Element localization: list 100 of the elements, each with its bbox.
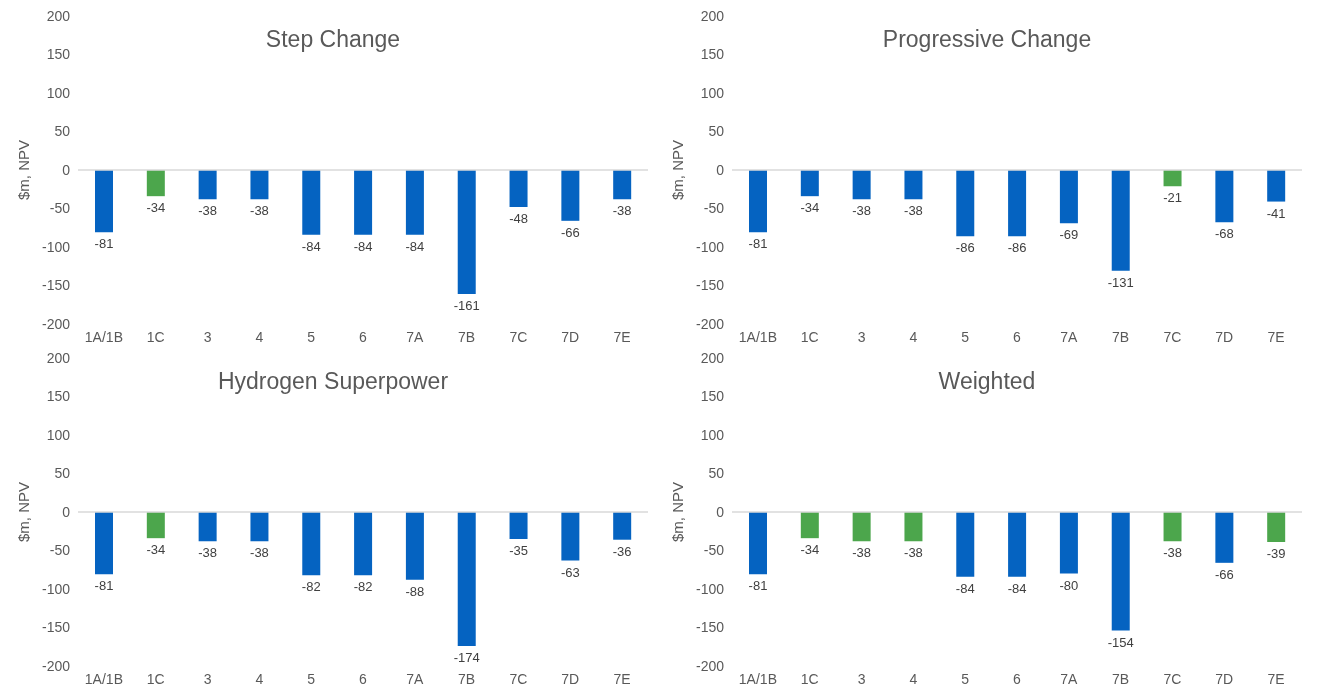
- y-tick-label: 200: [46, 349, 71, 366]
- data-label: -39: [1266, 546, 1286, 562]
- x-tick-label: 7B: [458, 670, 476, 687]
- y-tick-label: -100: [41, 580, 71, 597]
- data-label: -35: [509, 542, 528, 558]
- data-label: -34: [800, 200, 820, 216]
- y-tick-label: 50: [54, 465, 71, 482]
- y-tick-label: 100: [700, 426, 725, 443]
- data-label: -38: [250, 545, 269, 561]
- data-label: -38: [1163, 545, 1182, 561]
- x-tick-label: 7D: [1215, 328, 1234, 345]
- data-label: -81: [748, 578, 768, 594]
- x-tick-label: 7C: [1163, 328, 1182, 345]
- x-tick-label: 3: [203, 328, 212, 345]
- data-label: -86: [1007, 240, 1027, 256]
- y-tick-label: 200: [700, 349, 725, 366]
- x-tick-label: 5: [307, 670, 316, 687]
- data-label: -38: [852, 545, 872, 561]
- x-tick-label: 5: [307, 328, 316, 345]
- y-tick-label: 0: [62, 503, 71, 520]
- y-tick-label: -200: [41, 657, 71, 674]
- data-label: -69: [1059, 227, 1079, 243]
- x-tick-label: 7C: [1163, 670, 1182, 687]
- data-label: -34: [800, 542, 820, 558]
- y-tick-label: -50: [703, 200, 725, 217]
- data-label: -38: [612, 203, 632, 219]
- y-axis-title: $m, NPV: [15, 481, 33, 543]
- x-tick-label: 6: [359, 328, 368, 345]
- y-tick-label: 200: [46, 7, 71, 24]
- data-label: -161: [453, 297, 480, 313]
- y-axis-title: $m, NPV: [15, 139, 33, 201]
- text: Progressive Change: [882, 26, 1092, 52]
- data-label: -36: [612, 543, 632, 559]
- x-tick-label: 5: [961, 328, 970, 345]
- x-tick-label: 7C: [509, 670, 528, 687]
- data-label: -66: [1214, 566, 1234, 582]
- data-label: -81: [748, 236, 768, 252]
- y-tick-label: 100: [700, 84, 725, 101]
- y-tick-label: 0: [716, 161, 725, 178]
- x-tick-label: 7B: [1112, 328, 1130, 345]
- y-tick-label: -100: [695, 580, 725, 597]
- y-tick-label: 50: [708, 123, 725, 140]
- x-tick-label: 1C: [800, 328, 819, 345]
- x-tick-label: 1C: [146, 328, 165, 345]
- y-tick-label: -150: [41, 277, 71, 294]
- x-tick-label: 7D: [1215, 670, 1234, 687]
- data-label: -68: [1214, 226, 1234, 242]
- y-tick-label: 150: [46, 388, 71, 405]
- x-tick-label: 3: [857, 328, 866, 345]
- y-tick-label: 150: [700, 46, 725, 63]
- data-label: -81: [94, 578, 114, 594]
- x-tick-label: 7B: [458, 328, 476, 345]
- x-tick-label: 3: [203, 670, 212, 687]
- x-tick-label: 1A/1B: [738, 670, 777, 687]
- x-tick-label: 5: [961, 670, 970, 687]
- y-axis-title: $m, NPV: [669, 481, 687, 543]
- data-label: -38: [198, 203, 218, 219]
- x-tick-label: 6: [1013, 328, 1022, 345]
- data-label: -88: [405, 583, 425, 599]
- y-tick-label: 200: [700, 7, 725, 24]
- x-tick-label: 7A: [1060, 328, 1079, 345]
- data-label: -84: [955, 580, 975, 596]
- data-label: -66: [560, 224, 580, 240]
- text: Step Change: [265, 26, 401, 52]
- y-tick-label: 150: [700, 388, 725, 405]
- x-tick-label: 1A/1B: [84, 328, 123, 345]
- data-label: -131: [1107, 274, 1134, 290]
- y-tick-label: -100: [695, 238, 725, 255]
- x-tick-label: 1C: [800, 670, 819, 687]
- x-tick-label: 7A: [406, 328, 425, 345]
- data-label: -82: [301, 579, 321, 595]
- y-tick-label: 150: [46, 46, 71, 63]
- y-tick-label: 0: [62, 161, 71, 178]
- y-tick-label: -50: [703, 542, 725, 559]
- y-tick-label: -200: [695, 315, 725, 332]
- data-label: -84: [353, 238, 373, 254]
- y-tick-label: 50: [54, 123, 71, 140]
- y-tick-label: -150: [41, 619, 71, 636]
- x-tick-label: 7C: [509, 328, 528, 345]
- y-tick-label: -50: [49, 200, 71, 217]
- x-tick-label: 7E: [613, 670, 631, 687]
- x-tick-label: 7E: [613, 328, 631, 345]
- x-tick-label: 4: [909, 328, 918, 345]
- x-tick-label: 4: [255, 670, 264, 687]
- y-tick-label: 50: [708, 465, 725, 482]
- data-label: -34: [146, 200, 166, 216]
- x-tick-label: 4: [255, 328, 264, 345]
- y-tick-label: 100: [46, 84, 71, 101]
- data-label: -38: [904, 545, 923, 561]
- text: Weighted: [938, 368, 1036, 394]
- y-tick-label: 100: [46, 426, 71, 443]
- x-tick-label: 1A/1B: [84, 670, 123, 687]
- data-label: -34: [146, 542, 166, 558]
- y-tick-label: -100: [41, 238, 71, 255]
- data-label: -84: [1007, 580, 1027, 596]
- data-label: -84: [301, 238, 321, 254]
- y-axis-title: $m, NPV: [669, 139, 687, 201]
- y-tick-label: -150: [695, 277, 725, 294]
- x-tick-label: 4: [909, 670, 918, 687]
- data-label: -174: [453, 649, 480, 665]
